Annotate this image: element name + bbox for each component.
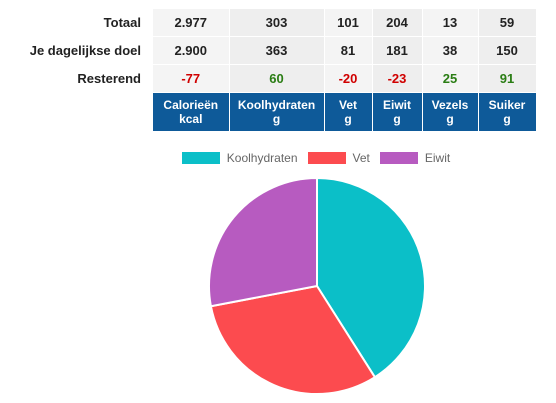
header-carbs: Koolhydraten g <box>229 92 325 131</box>
cell-protein: 204 <box>372 9 423 37</box>
cell-sugar: 59 <box>478 9 537 37</box>
legend-swatch <box>307 152 346 164</box>
header-unit: g <box>446 112 454 126</box>
header-fiber: Vezels g <box>422 92 479 131</box>
cell-fiber: 25 <box>422 64 479 93</box>
row-label: Je dagelijkse doel <box>0 36 153 65</box>
header-name: Calorieën <box>163 98 219 112</box>
cell-fiber: 13 <box>422 9 479 37</box>
pie-slice-protein[interactable] <box>208 176 318 308</box>
cell-fiber: 38 <box>422 36 479 65</box>
cell-fat: 81 <box>324 36 373 65</box>
header-unit: kcal <box>179 112 203 126</box>
legend-item-protein[interactable]: Eiwit <box>379 151 451 165</box>
row-daily-goal: Je dagelijkse doel 2.900 363 81 181 38 1… <box>0 36 537 65</box>
column-header-row: Calorieën kcal Koolhydraten g Vet g Eiwit g … <box>0 92 537 131</box>
cell-carbs: 363 <box>229 36 325 65</box>
chart-legend: Koolhydraten Vet Eiwit <box>0 151 556 165</box>
header-calories: Calorieën kcal <box>153 92 230 131</box>
header-name: Eiwit <box>382 98 411 112</box>
cell-protein: 181 <box>372 36 423 65</box>
cell-fat: -20 <box>324 64 373 93</box>
row-label: Resterend <box>0 64 153 93</box>
header-spacer <box>0 92 153 131</box>
cell-calories: -77 <box>153 64 230 93</box>
cell-sugar: 91 <box>478 64 537 93</box>
legend-label: Koolhydraten <box>226 151 298 165</box>
header-name: Vezels <box>431 98 469 112</box>
legend-label: Eiwit <box>424 151 451 165</box>
cell-protein: -23 <box>372 64 423 93</box>
legend-item-carbs[interactable]: Koolhydraten <box>181 151 298 165</box>
legend-swatch <box>181 152 220 164</box>
header-name: Suiker <box>488 98 526 112</box>
cell-sugar: 150 <box>478 36 537 65</box>
nutrition-summary-table: Totaal 2.977 303 101 204 13 59 Je dageli… <box>0 9 537 131</box>
header-protein: Eiwit g <box>372 92 423 131</box>
header-unit: g <box>393 112 401 126</box>
cell-fat: 101 <box>324 9 373 37</box>
row-totaal: Totaal 2.977 303 101 204 13 59 <box>0 9 537 37</box>
header-unit: g <box>503 112 511 126</box>
header-name: Koolhydraten <box>237 98 316 112</box>
header-sugar: Suiker g <box>478 92 537 131</box>
cell-calories: 2.900 <box>153 36 230 65</box>
legend-swatch <box>379 152 418 164</box>
row-label: Totaal <box>0 9 153 37</box>
cell-calories: 2.977 <box>153 9 230 37</box>
cell-carbs: 303 <box>229 9 325 37</box>
header-fat: Vet g <box>324 92 373 131</box>
pie-slice-fat[interactable] <box>209 284 377 395</box>
header-name: Vet <box>338 98 357 112</box>
cell-carbs: 60 <box>229 64 325 93</box>
legend-label: Vet <box>352 151 370 165</box>
row-remaining: Resterend -77 60 -20 -23 25 91 <box>0 64 537 93</box>
header-unit: g <box>272 112 281 126</box>
legend-item-fat[interactable]: Vet <box>307 151 370 165</box>
header-unit: g <box>344 112 352 126</box>
